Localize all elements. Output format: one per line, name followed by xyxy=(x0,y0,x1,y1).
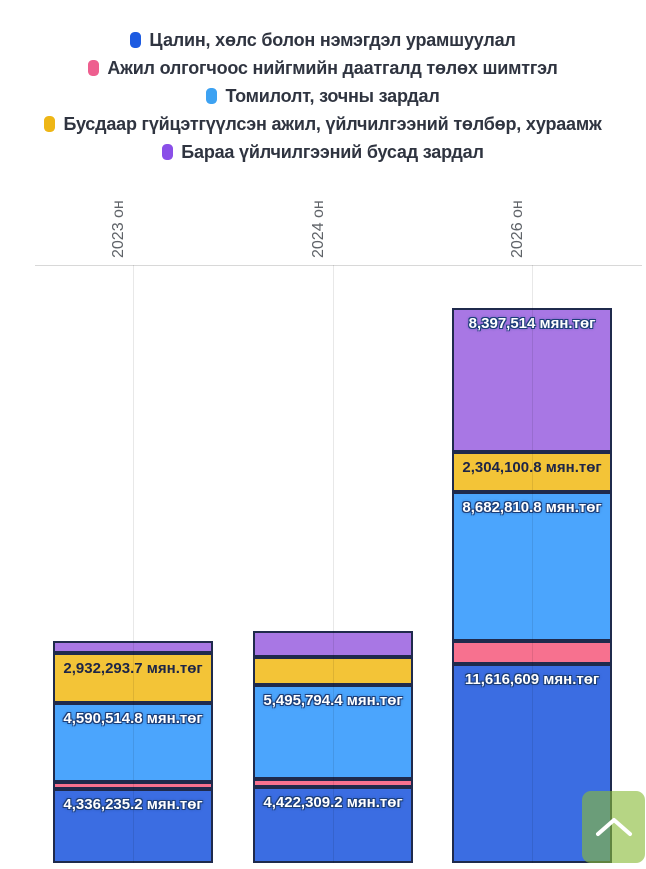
segment-2023-other-goods[interactable] xyxy=(53,640,213,653)
segment-2026-other-goods[interactable]: 8,397,514 мян.төг xyxy=(452,307,612,453)
legend-item-other-goods[interactable]: Бараа үйлчилгээний бусад зардал xyxy=(0,138,646,166)
bar-2023: 2,932,293.7 мян.төг 4,590,514.8 мян.төг … xyxy=(53,640,213,863)
gridline-2024 xyxy=(333,265,334,863)
segment-value-label: 4,590,514.8 мян.төг xyxy=(63,709,203,727)
segment-value-label: 8,682,810.8 мян.төг xyxy=(462,498,602,516)
segment-2023-salary[interactable]: 4,336,235.2 мян.төг xyxy=(53,788,213,863)
legend-swatch-outsourced-work-icon xyxy=(44,116,56,132)
bar-2026: 8,397,514 мян.төг 2,304,100.8 мян.төг 8,… xyxy=(452,307,612,863)
scroll-to-top-button[interactable] xyxy=(582,791,645,863)
segment-2023-social-insurance[interactable] xyxy=(53,781,213,789)
category-label-2026: 2026 он xyxy=(509,200,526,258)
legend-swatch-social-insurance-icon xyxy=(88,60,100,76)
segment-value-label: 8,397,514 мян.төг xyxy=(468,314,596,332)
legend-item-travel-guest[interactable]: Томилолт, зочны зардал xyxy=(0,82,646,110)
chart-legend: Цалин, хөлс болон нэмэгдэл урамшуулал Аж… xyxy=(0,26,646,166)
segment-2024-social-insurance[interactable] xyxy=(253,779,413,788)
segment-value-label: 5,495,794.4 мян.төг xyxy=(263,691,403,709)
bar-2024: 5,495,794.4 мян.төг 4,422,309.2 мян.төг xyxy=(253,630,413,863)
legend-swatch-other-goods-icon xyxy=(162,144,174,160)
segment-2026-social-insurance[interactable] xyxy=(452,640,612,664)
gridline-2023 xyxy=(133,265,134,863)
segment-2026-outsourced-work[interactable]: 2,304,100.8 мян.төг xyxy=(452,452,612,492)
segment-2026-travel-guest[interactable]: 8,682,810.8 мян.төг xyxy=(452,491,612,641)
legend-item-social-insurance[interactable]: Ажил олгогчоос нийгмийн даатгалд төлөх ш… xyxy=(0,54,646,82)
segment-2023-outsourced-work[interactable]: 2,932,293.7 мян.төг xyxy=(53,652,213,703)
segment-value-label: 4,422,309.2 мян.төг xyxy=(263,794,403,812)
legend-item-salary[interactable]: Цалин, хөлс болон нэмэгдэл урамшуулал xyxy=(0,26,646,54)
legend-label-salary: Цалин, хөлс болон нэмэгдэл урамшуулал xyxy=(149,29,516,50)
chevron-up-icon xyxy=(595,818,632,836)
segment-2024-travel-guest[interactable]: 5,495,794.4 мян.төг xyxy=(253,684,413,780)
x-axis-line xyxy=(35,265,642,266)
gridline-2026 xyxy=(532,265,533,863)
legend-swatch-travel-guest-icon xyxy=(206,88,218,104)
legend-label-outsourced-work: Бусдаар гүйцэтгүүлсэн ажил, үйлчилгээний… xyxy=(63,113,602,134)
segment-value-label: 11,616,609 мян.төг xyxy=(464,670,600,688)
segment-value-label: 2,932,293.7 мян.төг xyxy=(63,659,203,677)
legend-item-outsourced-work[interactable]: Бусдаар гүйцэтгүүлсэн ажил, үйлчилгээний… xyxy=(0,110,646,138)
legend-label-travel-guest: Томилолт, зочны зардал xyxy=(225,85,440,106)
legend-label-social-insurance: Ажил олгогчоос нийгмийн даатгалд төлөх ш… xyxy=(107,57,558,78)
segment-2023-travel-guest[interactable]: 4,590,514.8 мян.төг xyxy=(53,702,213,782)
segment-2024-other-goods[interactable] xyxy=(253,630,413,657)
segment-value-label: 2,304,100.8 мян.төг xyxy=(462,459,602,477)
category-label-2023: 2023 он xyxy=(110,200,127,258)
segment-value-label: 4,336,235.2 мян.төг xyxy=(63,795,203,813)
legend-label-other-goods: Бараа үйлчилгээний бусад зардал xyxy=(181,141,484,162)
legend-swatch-salary-icon xyxy=(130,32,142,48)
category-label-2024: 2024 он xyxy=(310,200,327,258)
segment-2024-outsourced-work[interactable] xyxy=(253,656,413,685)
segment-2024-salary[interactable]: 4,422,309.2 мян.төг xyxy=(253,787,413,863)
